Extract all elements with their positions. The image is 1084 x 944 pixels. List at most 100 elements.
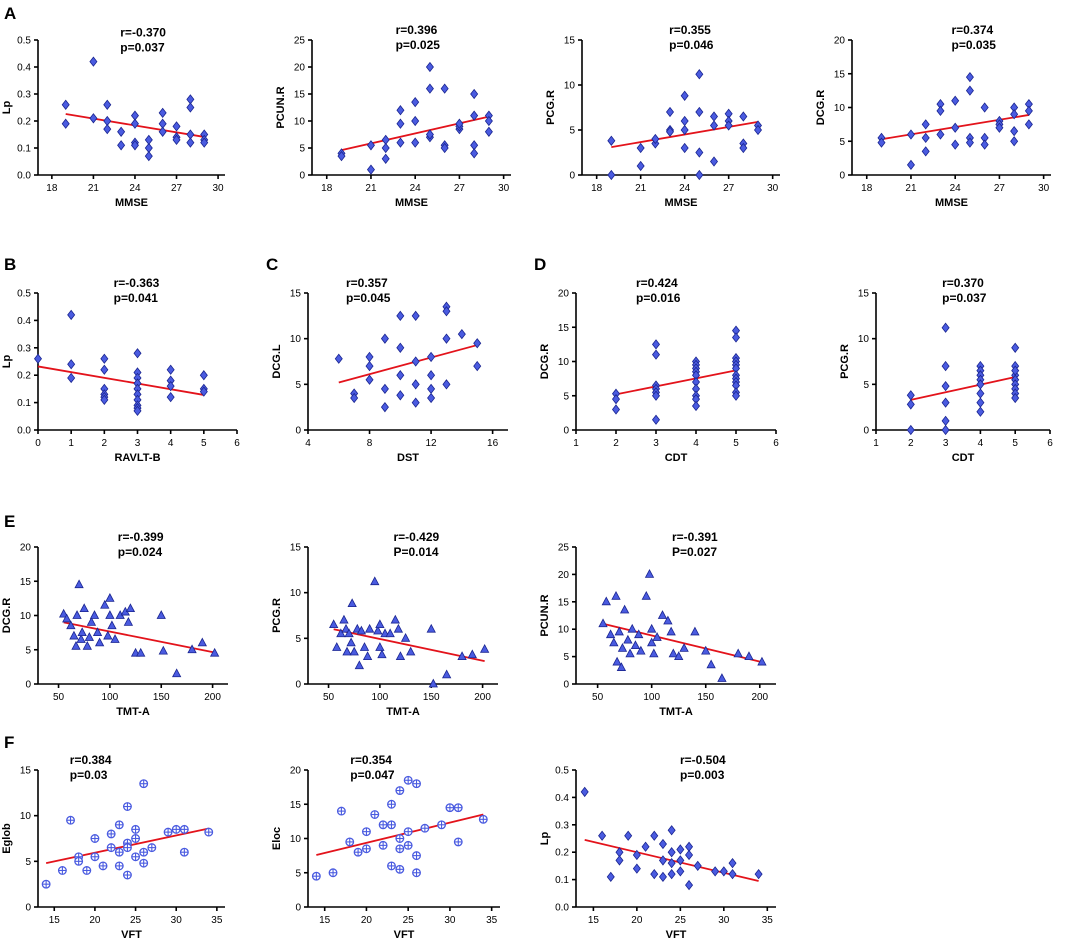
data-point [378,840,388,850]
regression-line [37,365,204,396]
data-point [632,863,641,874]
data-point [906,159,915,171]
data-point [339,614,349,624]
data-point [636,160,645,172]
y-tick-label: 0 [863,426,869,437]
p-value-label: p=0.045 [346,291,391,305]
x-tick-label: 24 [410,183,422,194]
data-point [445,803,455,813]
x-axis-label: MMSE [115,197,148,209]
data-point [144,134,153,146]
data-point [67,309,76,321]
x-tick-label: 15 [588,915,600,926]
data-point [728,858,737,869]
data-point [427,351,436,363]
data-point [110,634,120,643]
y-tick-label: 15 [558,323,570,334]
data-point [59,608,69,618]
data-point [695,147,704,158]
x-tick-label: 24 [129,183,141,194]
data-point [667,858,676,869]
data-point [627,623,637,633]
data-point [679,643,689,652]
regression-line [63,621,215,654]
data-point [695,169,704,181]
data-point [341,623,351,633]
y-tick-label: 0.0 [17,426,31,437]
regression-line [341,115,490,152]
data-point [1011,342,1020,353]
data-point [624,830,633,841]
data-point [612,656,622,666]
data-point [666,626,676,636]
data-point [114,861,124,871]
data-point [366,140,375,151]
x-tick-label: 100 [372,692,389,703]
data-point [171,824,181,834]
data-point [605,629,616,639]
data-point [349,646,359,656]
correlation-r-label: r=-0.391 [672,530,718,544]
x-tick-label: 200 [751,692,768,703]
y-tick-label: 0.2 [17,371,31,382]
data-point [442,379,451,390]
data-point [685,849,694,861]
data-point [373,625,383,635]
x-tick-label: 5 [201,438,207,449]
y-tick-label: 0.1 [17,398,31,409]
data-point [641,590,651,600]
y-tick-label: 15 [564,36,576,47]
data-point [380,333,389,344]
data-point [650,830,659,841]
data-point [381,153,390,164]
data-point [619,604,630,614]
y-tick-label: 5 [563,391,569,402]
x-tick-label: 24 [950,183,962,194]
x-tick-label: 6 [234,438,240,449]
data-point [1010,125,1019,137]
data-point [478,814,488,824]
data-point [437,820,447,830]
data-point [406,646,416,656]
x-axis-label: MMSE [665,197,698,209]
data-point [906,129,915,140]
x-tick-label: 20 [89,915,101,926]
x-tick-label: 5 [733,438,739,449]
y-tick-label: 5 [569,126,575,137]
y-tick-label: 5 [563,652,569,663]
data-point [676,855,685,866]
data-point [467,649,477,659]
data-point [395,651,406,660]
data-point [739,111,748,122]
data-point [89,56,98,67]
data-point [105,593,115,602]
data-point [105,610,115,619]
data-point [616,662,627,671]
data-point [611,590,621,600]
chart-e2: 0 5 10 15 50 100 150 200 TMT-A PCG.R r=-0.429P=0.0… [271,530,498,718]
row-label-b: B [4,255,17,274]
correlation-r-label: r=-0.363 [114,276,160,290]
data-point [442,306,451,317]
data-point [66,815,75,825]
x-tick-label: 15 [49,915,61,926]
y-tick-label: 0 [563,426,569,437]
data-point [980,139,989,150]
data-point [995,122,1004,133]
correlation-r-label: r=-0.504 [680,753,726,767]
data-point [86,616,97,626]
data-point [57,866,67,875]
data-point [72,610,82,619]
data-point [733,648,743,658]
data-point [658,855,667,866]
data-point [634,629,644,639]
data-point [336,806,346,816]
p-value-label: P=0.027 [672,545,717,559]
data-point [387,861,396,871]
x-tick-label: 27 [994,183,1006,194]
y-tick-label: 20 [290,766,302,777]
data-point [921,132,930,144]
x-tick-label: 5 [1012,438,1018,449]
y-tick-label: 15 [858,289,870,300]
